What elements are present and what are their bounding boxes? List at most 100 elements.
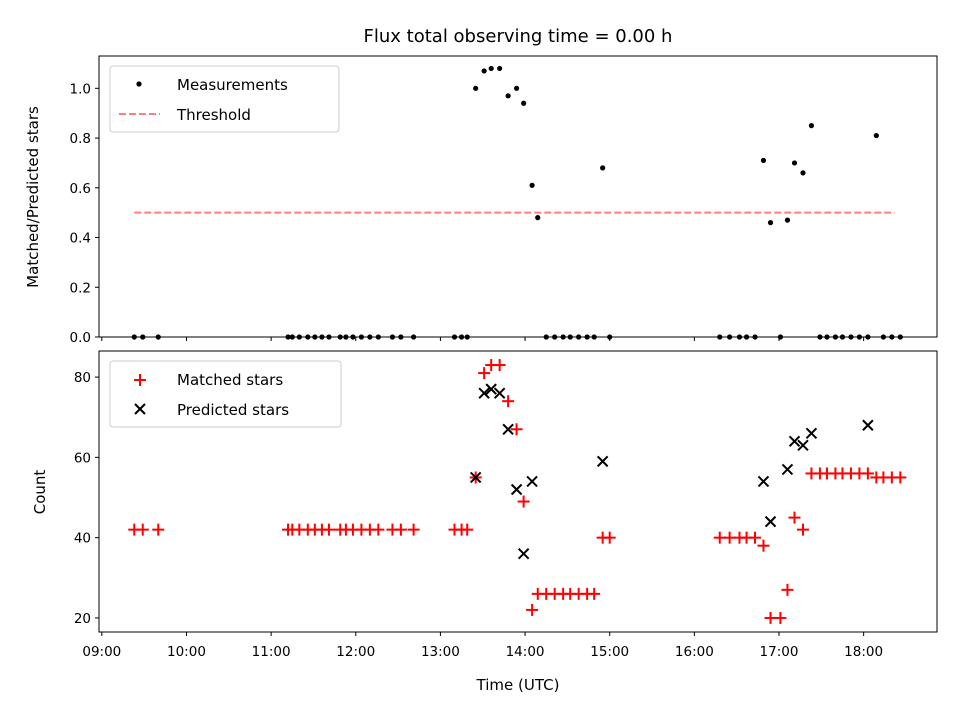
x-tick-label: 15:00 (590, 644, 629, 660)
x-tick-label: 17:00 (760, 644, 799, 660)
top-panel: 0.0 0.2 0.4 0.6 0.8 1.0 Matched/Predicted sta… (24, 55, 938, 346)
matched-star-point (478, 367, 491, 380)
measurement-point (529, 182, 535, 188)
measurement-point (767, 220, 774, 226)
measurement-point (760, 157, 767, 164)
matched-star-point (861, 467, 874, 480)
x-tick-label: 13:00 (421, 644, 460, 660)
x-tick-label: 18:00 (844, 644, 883, 660)
bottom-x-axis-label: Time (UTC) (476, 676, 560, 694)
bottom-marks (128, 359, 907, 624)
predicted-star-point (596, 455, 609, 468)
legend-measurements-marker (136, 81, 142, 87)
measurement-point (497, 65, 503, 72)
measurement-point (513, 85, 520, 91)
predicted-star-point (797, 439, 809, 452)
measurement-point (808, 123, 815, 129)
predicted-star-point (469, 471, 482, 484)
y-tick-label: 0.0 (70, 330, 91, 346)
matched-star-point (796, 523, 809, 536)
measurement-point (505, 93, 511, 99)
matched-star-point (749, 531, 762, 544)
y-tick-label: 0.6 (70, 181, 91, 197)
measurement-point (488, 65, 494, 72)
matched-star-point (517, 495, 530, 508)
matched-star-point (757, 539, 770, 552)
matched-star-point (322, 523, 335, 536)
predicted-star-point (805, 427, 818, 439)
matched-star-point (493, 359, 506, 372)
predicted-star-point (517, 548, 530, 560)
bottom-legend-frame (109, 360, 342, 428)
measurement-point (473, 85, 479, 91)
x-tick-label: 14:00 (506, 644, 545, 660)
matched-star-point (788, 511, 801, 524)
bottom-panel: 20 40 60 80 09:00 10:00 11:00 12:00 13:00 14:00 1… (31, 350, 938, 694)
x-tick-label: 12:00 (336, 644, 375, 660)
matched-star-point (603, 531, 616, 544)
y-tick-label: 20 (74, 611, 91, 627)
bottom-plot-frame (98, 350, 938, 633)
matched-star-point (394, 523, 407, 536)
x-tick-label: 16:00 (675, 644, 714, 660)
x-tick-label: 10:00 (167, 644, 206, 660)
bottom-y-axis: 20 40 60 80 (74, 370, 99, 627)
top-x-axis (101, 337, 865, 341)
top-y-axis-label: Matched/Predicted stars (24, 106, 42, 288)
matched-star-point (588, 587, 601, 600)
matched-star-point (407, 523, 420, 536)
predicted-star-point (478, 387, 490, 399)
predicted-star-point (502, 423, 514, 435)
matched-star-point (894, 471, 907, 484)
measurement-point (600, 165, 606, 171)
matched-star-point (526, 603, 539, 616)
bottom-x-axis: 09:00 10:00 11:00 12:00 13:00 14:00 15:00 16:00… (82, 632, 883, 660)
chart-title: Flux total observing time = 0.00 h (364, 26, 673, 47)
measurement-point (800, 170, 806, 176)
measurement-point (535, 215, 541, 221)
measurement-point (481, 68, 487, 74)
measurement-point (784, 217, 791, 223)
predicted-star-point (526, 475, 538, 488)
predicted-star-point (781, 463, 794, 476)
matched-star-point (461, 523, 474, 536)
measurement-point (873, 132, 879, 139)
bottom-legend: Matched stars Predicted stars (109, 360, 342, 428)
predicted-star-point (764, 515, 777, 528)
measurement-point (791, 160, 798, 166)
legend-matched-label: Matched stars (177, 371, 283, 389)
bottom-y-axis-label: Count (31, 470, 49, 515)
legend-matched-marker (134, 374, 146, 386)
predicted-star-point (493, 387, 506, 399)
matched-star-point (774, 611, 787, 624)
y-tick-label: 0.4 (70, 231, 91, 247)
matched-star-point (781, 583, 794, 596)
matched-star-point (136, 523, 149, 536)
x-tick-label: 09:00 (82, 644, 121, 660)
legend-predicted-label: Predicted stars (177, 401, 289, 419)
top-y-axis: 0.0 0.2 0.4 0.6 0.8 1.0 (70, 81, 99, 346)
matched-star-point (152, 523, 165, 536)
y-tick-label: 0.2 (70, 280, 91, 296)
y-tick-label: 0.8 (70, 131, 91, 147)
predicted-star-point (485, 383, 497, 395)
matched-star-point (502, 395, 515, 408)
top-legend: Measurements Threshold (109, 65, 340, 133)
predicted-star-point (788, 435, 801, 448)
y-tick-label: 80 (74, 370, 91, 386)
matched-star-point (510, 423, 523, 436)
legend-measurements-label: Measurements (177, 76, 288, 94)
predicted-star-point (862, 419, 874, 431)
y-tick-label: 1.0 (70, 81, 91, 97)
predicted-star-point (757, 475, 770, 488)
top-legend-frame (109, 65, 340, 133)
y-tick-label: 40 (74, 531, 91, 547)
legend-predicted-marker (134, 403, 146, 415)
top-plot-frame (98, 55, 938, 338)
measurement-point (521, 100, 527, 106)
x-tick-label: 11:00 (252, 644, 291, 660)
y-tick-label: 60 (74, 450, 91, 466)
predicted-star-point (510, 483, 523, 496)
legend-threshold-label: Threshold (176, 106, 251, 124)
